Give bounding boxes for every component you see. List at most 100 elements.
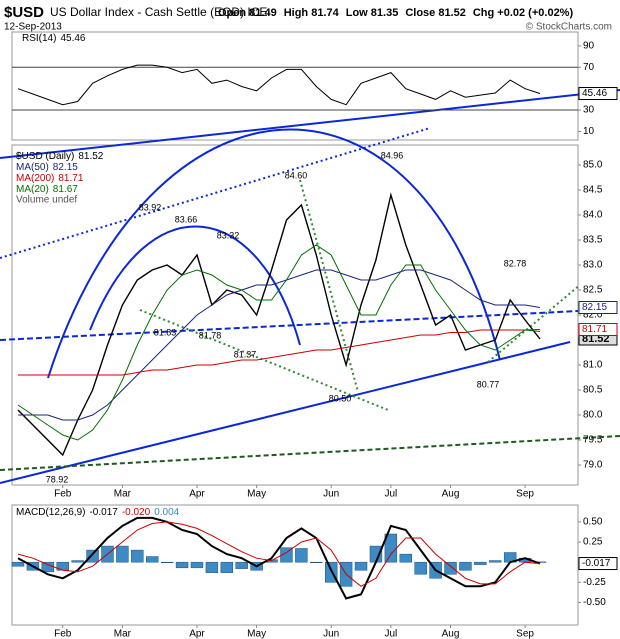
x-tick-label: Sep <box>516 489 534 500</box>
value-label: 81.71 <box>582 324 607 335</box>
histogram-bar <box>160 561 174 563</box>
legend-entry: MA(20) 81.67 <box>16 184 78 195</box>
histogram-bar <box>131 549 144 563</box>
x-tick-label: Apr <box>189 629 205 639</box>
x-tick-label: Feb <box>54 629 72 639</box>
y-tick-label: 84.0 <box>583 210 603 221</box>
legend-entry: MA(200) 81.71 <box>16 173 84 184</box>
histogram-bar <box>175 561 189 569</box>
price-annotation: 83.92 <box>139 202 162 212</box>
arc <box>89 225 301 346</box>
quote-item: High 81.74 <box>284 7 340 19</box>
x-tick-label: Aug <box>442 489 460 500</box>
legend-note: Volume undef <box>16 195 77 206</box>
histogram-bar <box>190 561 204 569</box>
legend-value: 81.52 <box>78 151 103 162</box>
legend-value: 81.67 <box>53 184 78 195</box>
histogram-bar <box>474 561 487 565</box>
y-tick-label: -0.25 <box>583 577 606 588</box>
trend-lines <box>0 89 620 484</box>
legend-value: 82.15 <box>53 162 78 173</box>
x-tick-label: Jun <box>323 489 339 500</box>
histogram-bar <box>459 561 472 571</box>
y-tick-label: 0.25 <box>583 537 603 548</box>
macd-panel <box>11 504 579 626</box>
histogram-bar <box>11 561 25 567</box>
histogram-bar <box>295 548 308 563</box>
x-tick-label: May <box>247 629 266 639</box>
y-tick-label: 80.0 <box>583 410 603 421</box>
histogram-bar <box>310 561 323 563</box>
histogram-bar <box>220 561 234 573</box>
y-tick-label: 85.0 <box>583 160 603 171</box>
legend-name: MA(50) <box>16 162 49 173</box>
histogram-bar <box>41 561 55 573</box>
quote-item: Close 81.52 <box>405 7 466 19</box>
y-tick-label: 10 <box>583 126 595 137</box>
price-annotation: 81.83 <box>154 327 177 337</box>
histogram-bar <box>444 561 457 575</box>
price-annotation: 83.32 <box>217 230 240 240</box>
series-line <box>17 192 541 457</box>
y-tick-label: 81.0 <box>583 360 603 371</box>
y-tick-label: 82.5 <box>583 285 603 296</box>
histogram-bar <box>280 547 293 563</box>
y-tick-label: 82.0 <box>583 310 603 321</box>
legend-name: MA(200) <box>16 173 54 184</box>
price-annotation: 83.66 <box>175 214 198 224</box>
histogram-bar <box>354 561 368 571</box>
x-tick-label: Jul <box>384 629 397 639</box>
price-annotation: 78.92 <box>46 474 69 484</box>
trend-line <box>0 89 620 159</box>
trend-line <box>299 179 359 393</box>
legend-value: 45.46 <box>60 33 85 44</box>
price-annotation: 81.78 <box>199 330 222 340</box>
legend-entry: $USD (Daily) 81.52 <box>16 151 104 162</box>
y-tick-label: 70 <box>583 62 595 73</box>
x-tick-label: Sep <box>516 629 534 639</box>
y-tick-label: 83.5 <box>583 235 603 246</box>
histogram-bar <box>71 560 84 563</box>
watermark: © StockCharts.com <box>526 22 612 33</box>
y-tick-label: -0.50 <box>583 597 606 608</box>
series-line <box>18 329 541 376</box>
legend-value: -0.017 <box>89 507 118 518</box>
value-box <box>578 323 618 336</box>
histogram-bar <box>86 549 99 563</box>
date: 12-Sep-2013 <box>4 22 62 33</box>
value-label: 45.46 <box>582 88 607 99</box>
legend-entry: MACD(12,26,9) -0.017 -0.020 0.004 <box>16 507 180 518</box>
x-tick-label: Aug <box>442 629 460 639</box>
histogram-bar <box>235 561 248 569</box>
y-tick-label: 79.0 <box>583 460 603 471</box>
trend-line <box>0 341 571 484</box>
trend-line <box>0 310 579 341</box>
legend-value: 81.71 <box>58 173 83 184</box>
instrument-name: US Dollar Index - Cash Settle (EOD) ICE <box>50 5 267 19</box>
histogram-bar <box>146 556 159 563</box>
arc <box>47 128 501 379</box>
x-tick-label: Apr <box>189 489 205 500</box>
series-line <box>17 516 541 600</box>
x-tick-label: May <box>247 489 266 500</box>
legend-name: $USD (Daily) <box>16 151 74 162</box>
y-tick-label: 30 <box>583 105 595 116</box>
legend-name: MA(20) <box>16 184 49 195</box>
y-tick-label: 84.5 <box>583 185 603 196</box>
series-line <box>17 64 541 106</box>
x-tick-label: Jun <box>323 629 339 639</box>
x-tick-label: Feb <box>54 489 72 500</box>
legend-name: RSI(14) <box>22 33 56 44</box>
quote-item: Open 81.49 <box>218 7 277 19</box>
price-annotation: 84.96 <box>381 150 404 160</box>
histogram-bar <box>205 561 219 573</box>
y-tick-label: 79.5 <box>583 435 603 446</box>
y-tick-label: 90 <box>583 41 595 52</box>
legend-value: 0.004 <box>154 507 179 518</box>
value-box <box>578 87 618 101</box>
value-box <box>578 557 618 571</box>
series-line <box>18 269 541 421</box>
histogram-bar <box>399 553 412 563</box>
x-tick-label: Mar <box>114 629 132 639</box>
